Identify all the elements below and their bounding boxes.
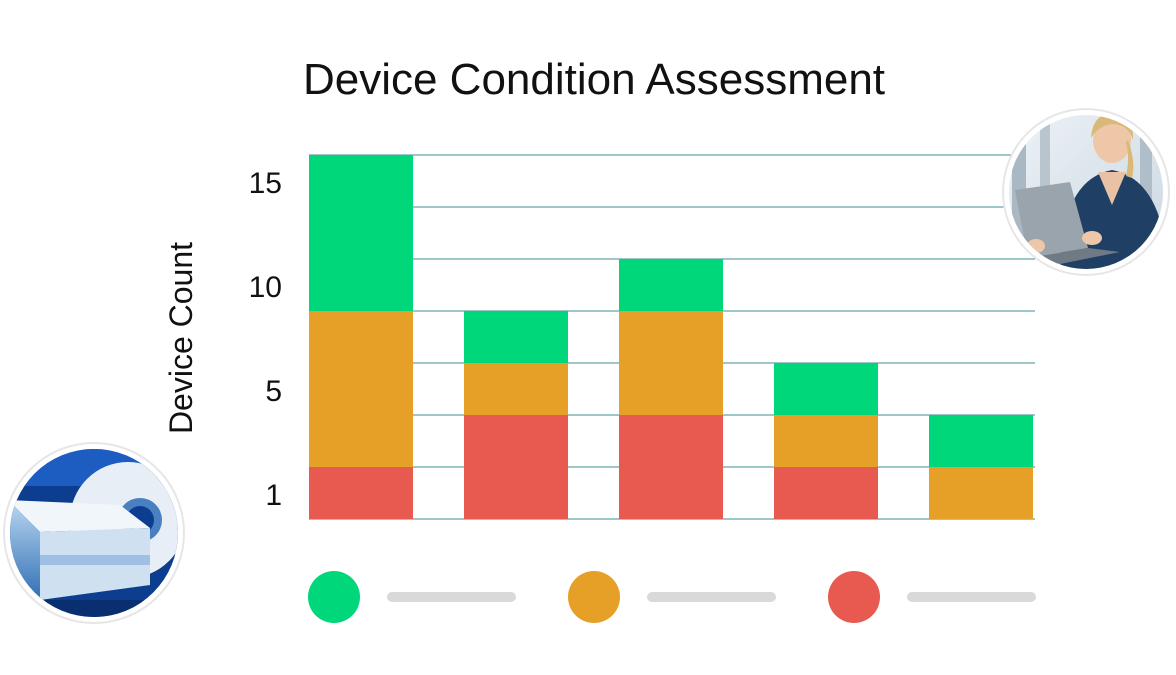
legend bbox=[308, 571, 1036, 623]
bar-segment bbox=[929, 415, 1033, 467]
bar-segment bbox=[774, 363, 878, 415]
bar-segment bbox=[309, 311, 413, 467]
legend-placeholder-bar bbox=[647, 592, 776, 602]
chart-title: Device Condition Assessment bbox=[303, 55, 885, 104]
bar-segment bbox=[619, 311, 723, 415]
bar-segment bbox=[464, 363, 568, 415]
nurse-with-laptop-photo-icon bbox=[1002, 108, 1170, 276]
legend-placeholder-bar bbox=[387, 592, 516, 602]
bar-segment bbox=[619, 415, 723, 519]
bar-segment bbox=[619, 259, 723, 311]
mri-scanner-photo-icon bbox=[3, 442, 185, 624]
y-tick-label: 5 bbox=[265, 375, 282, 408]
bar-segment bbox=[929, 467, 1033, 519]
legend-swatch bbox=[568, 571, 620, 623]
bar-segment bbox=[774, 415, 878, 467]
y-tick-label: 10 bbox=[249, 271, 282, 304]
bar-segment bbox=[309, 467, 413, 519]
legend-swatch bbox=[308, 571, 360, 623]
y-axis-label: Device Count bbox=[163, 242, 199, 434]
bar-segment bbox=[774, 467, 878, 519]
bar-segment bbox=[309, 155, 413, 311]
legend-placeholder-bar bbox=[907, 592, 1036, 602]
legend-swatch bbox=[828, 571, 880, 623]
bar-segment bbox=[464, 415, 568, 519]
bar-segment bbox=[464, 311, 568, 363]
y-tick-label: 15 bbox=[249, 167, 282, 200]
y-tick-label: 1 bbox=[265, 479, 282, 512]
bars bbox=[309, 155, 1033, 519]
